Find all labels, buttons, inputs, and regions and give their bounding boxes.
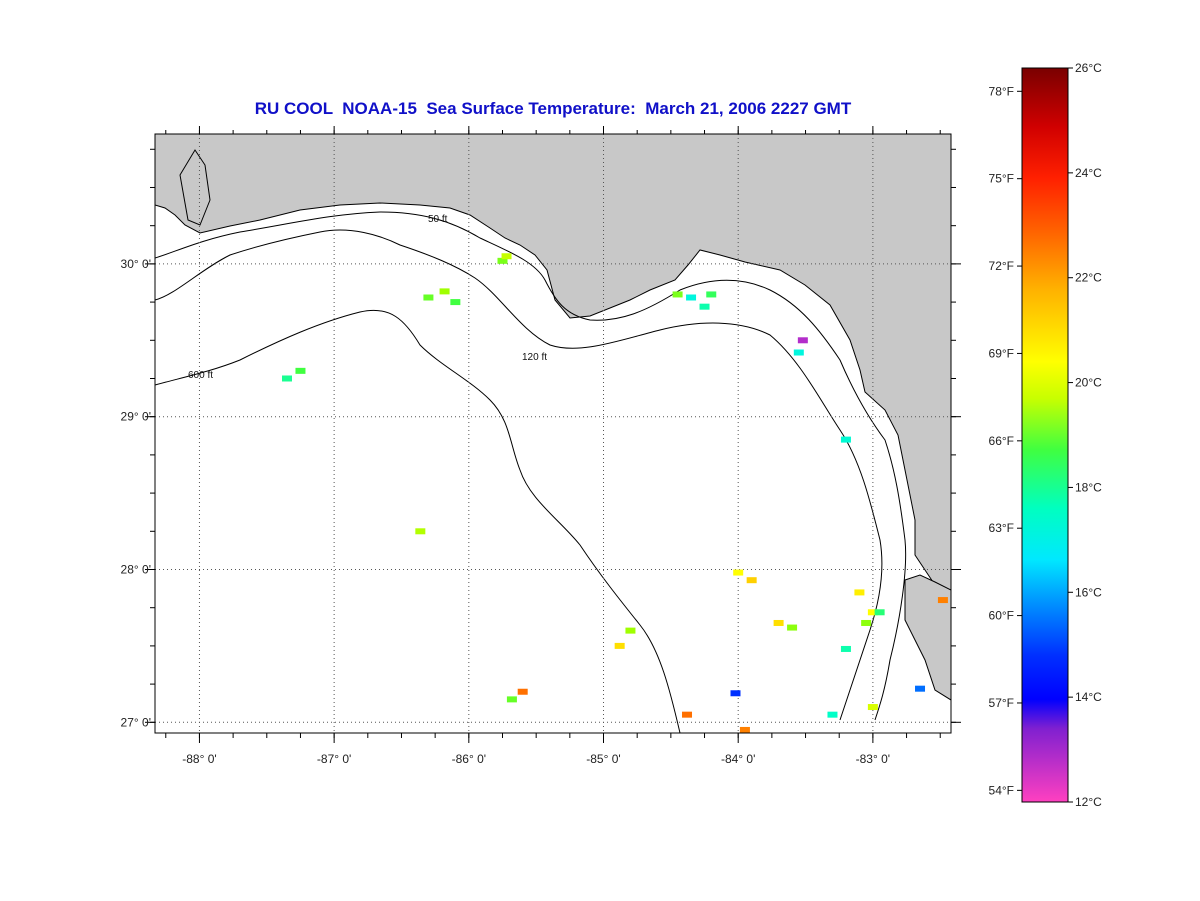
sst-pixel: [773, 619, 784, 626]
sst-pixel: [867, 704, 878, 711]
colorbar-c-label: 14°C: [1075, 690, 1102, 704]
colorbar-c-label: 16°C: [1075, 585, 1102, 599]
colorbar-c-label: 20°C: [1075, 376, 1102, 390]
sst-pixel: [281, 375, 292, 382]
sst-pixel: [739, 726, 750, 733]
sst-pixel: [672, 291, 683, 298]
sst-pixel: [686, 294, 697, 301]
sst-pixel: [797, 337, 808, 344]
sst-pixel: [840, 436, 851, 443]
sst-pixel: [937, 597, 948, 604]
lat-label: 29° 0': [121, 410, 151, 424]
colorbar-c-label: 22°C: [1075, 271, 1102, 285]
lon-label: -83° 0': [856, 752, 890, 766]
sst-pixel: [439, 288, 450, 295]
contour-label-600: 600 ft: [188, 370, 213, 381]
sst-pixel: [450, 299, 461, 306]
axis-ticks: [145, 126, 961, 743]
colorbar-f-label: 66°F: [989, 434, 1014, 448]
lon-label: -87° 0': [317, 752, 351, 766]
axis-labels: -88° 0' -87° 0' -86° 0' -85° 0' -84° 0' -83° …: [121, 257, 891, 766]
sst-pixel: [854, 589, 865, 596]
colorbar: [1021, 67, 1069, 803]
lon-label: -88° 0': [182, 752, 216, 766]
sst-pixel: [501, 253, 512, 260]
sst-pixel: [614, 642, 625, 649]
lat-label: 27° 0': [121, 715, 151, 729]
land-mass: [155, 134, 951, 591]
contour-600ft: [155, 309, 681, 733]
sst-pixel: [867, 609, 878, 616]
colorbar-f-label: 54°F: [989, 783, 1014, 797]
colorbar-f-label: 57°F: [989, 696, 1014, 710]
sst-pixel: [793, 349, 804, 356]
sst-pixel: [730, 690, 741, 697]
sst-pixel: [874, 609, 885, 616]
sst-pixel: [861, 619, 872, 626]
sst-pixel: [497, 257, 508, 264]
lon-label: -86° 0': [452, 752, 486, 766]
sst-pixel: [787, 624, 798, 631]
colorbar-c-label: 12°C: [1075, 795, 1102, 809]
colorbar-c-label: 26°C: [1075, 61, 1102, 75]
lat-lon-grid: [155, 134, 951, 733]
sst-pixel: [506, 696, 517, 703]
colorbar-f-label: 72°F: [989, 259, 1014, 273]
sst-pixel: [915, 685, 926, 692]
colorbar-labels: 26°C 24°C 22°C 20°C 18°C 16°C 14°C 12°C 78°F 75°F…: [989, 61, 1103, 809]
peninsula-coast: [904, 574, 951, 701]
sst-pixel: [517, 688, 528, 695]
lon-label: -84° 0': [721, 752, 755, 766]
sst-pixel: [682, 711, 693, 718]
sst-pixel: [733, 569, 744, 576]
sst-pixel: [706, 291, 717, 298]
sst-pixel: [415, 528, 426, 535]
sst-pixel: [295, 367, 306, 374]
bay-inlet: [179, 149, 211, 226]
map-frame: [154, 133, 952, 734]
sst-pixel: [423, 294, 434, 301]
map-title: RU COOL NOAA-15 Sea Surface Temperature:…: [254, 99, 852, 118]
contour-120ft: [155, 229, 883, 721]
lat-label: 30° 0': [121, 257, 151, 271]
colorbar-f-label: 75°F: [989, 172, 1014, 186]
colorbar-f-label: 63°F: [989, 521, 1014, 535]
colorbar-f-label: 78°F: [989, 84, 1014, 98]
sst-pixel: [746, 577, 757, 584]
contour-lines: [155, 211, 907, 733]
sst-pixels: [281, 253, 948, 733]
lat-label: 28° 0': [121, 562, 151, 576]
colorbar-c-label: 24°C: [1075, 166, 1102, 180]
lon-label: -85° 0': [586, 752, 620, 766]
contour-50ft: [155, 211, 907, 721]
contour-label-50: 50 ft: [428, 214, 448, 225]
sst-pixel: [699, 303, 710, 310]
sst-pixel: [827, 711, 838, 718]
colorbar-f-label: 69°F: [989, 346, 1014, 360]
sst-pixel: [625, 627, 636, 634]
contour-label-120: 120 ft: [522, 352, 547, 363]
colorbar-c-label: 18°C: [1075, 480, 1102, 494]
sst-pixel: [840, 645, 851, 652]
colorbar-f-label: 60°F: [989, 609, 1014, 623]
